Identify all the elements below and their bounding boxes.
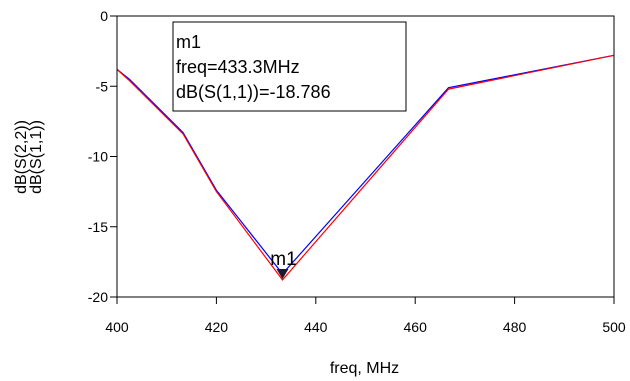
y-tick-label: -5 — [96, 78, 109, 94]
y-tick-label: 0 — [100, 8, 108, 24]
y-tick-label: -20 — [88, 289, 108, 305]
x-tick-label: 500 — [602, 319, 626, 335]
marker-m1: m1 — [270, 249, 297, 279]
x-tick-label: 400 — [105, 319, 129, 335]
x-tick-label: 440 — [304, 319, 328, 335]
y-axis-ticks: 0 -5 -10 -15 -20 — [88, 8, 117, 305]
series-line-1 — [116, 54, 615, 281]
marker-label: m1 — [270, 249, 296, 270]
plot-frame — [116, 15, 615, 298]
marker-triangle-icon — [276, 268, 289, 279]
x-axis-label: freq, MHz — [330, 360, 399, 377]
marker-readout-box: m1 freq=433.3MHz dB(S(1,1))=-18.786 — [172, 21, 407, 112]
y-axis-labels: dB(S(2,2)) dB(S(1,1)) — [13, 120, 45, 194]
x-tick-label: 480 — [503, 319, 527, 335]
x-tick-label: 460 — [404, 319, 428, 335]
y-tick-label: -15 — [88, 219, 108, 235]
marker-readout-value: dB(S(1,1))=-18.786 — [176, 82, 331, 102]
x-axis-ticks: 400 420 440 460 480 500 — [105, 297, 626, 335]
marker-readout-freq: freq=433.3MHz — [176, 57, 300, 77]
marker-readout-name: m1 — [176, 32, 201, 52]
series-line-0 — [116, 54, 615, 275]
x-tick-label: 420 — [205, 319, 229, 335]
y-axis-label-s11: dB(S(1,1)) — [28, 120, 45, 194]
y-axis-label-s22: dB(S(2,2)) — [13, 120, 30, 194]
marker-readout-frame — [172, 21, 407, 112]
y-tick-label: -10 — [88, 149, 108, 165]
series-lines — [116, 54, 615, 281]
